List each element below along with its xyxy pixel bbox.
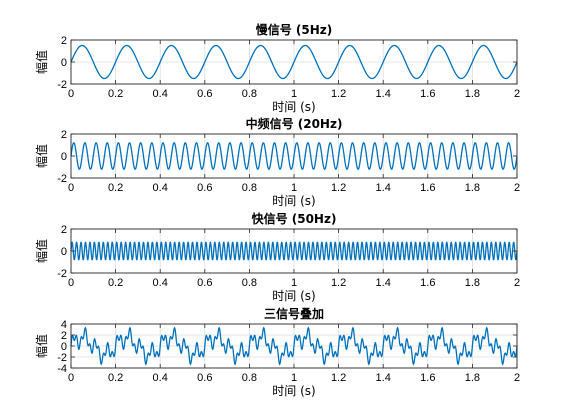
x-tick-label: 1.6: [420, 372, 435, 384]
x-tick-label: 1.6: [420, 277, 435, 289]
y-axis-label: 幅值: [34, 144, 49, 168]
x-tick-label: 0: [68, 88, 74, 100]
x-tick-label: 1.4: [376, 88, 391, 100]
x-tick-label: 1.2: [331, 182, 346, 194]
y-tick-label: -2: [57, 268, 67, 280]
x-tick-label: 1: [291, 88, 297, 100]
y-tick-label: 0: [61, 57, 67, 69]
x-axis-label: 时间 (s): [272, 384, 315, 398]
signal-line: [70, 44, 518, 80]
y-tick-label: -2: [57, 79, 67, 91]
x-tick-label: 1.4: [376, 372, 391, 384]
x-tick-label: 2: [514, 277, 520, 289]
x-tick-label: 1.4: [376, 277, 391, 289]
y-tick-label: 4: [61, 319, 67, 331]
x-tick-label: 1.6: [420, 182, 435, 194]
y-axis-label: 幅值: [34, 334, 49, 358]
x-tick-label: 0: [68, 182, 74, 194]
x-tick-label: 0.4: [153, 372, 168, 384]
x-tick-label: 0: [68, 372, 74, 384]
x-tick-label: 0.2: [108, 277, 123, 289]
x-tick-label: 0.4: [153, 277, 168, 289]
x-tick-label: 1: [291, 277, 297, 289]
x-tick-label: 0.4: [153, 88, 168, 100]
y-tick-label: 2: [61, 224, 67, 236]
y-tick-label: 0: [61, 341, 67, 353]
x-tick-label: 1.2: [331, 88, 346, 100]
x-tick-label: 0.6: [197, 277, 212, 289]
y-tick-label: 0: [61, 151, 67, 163]
x-tick-label: 0.6: [197, 182, 212, 194]
x-tick-label: 0.6: [197, 88, 212, 100]
x-axis-label: 时间 (s): [272, 194, 315, 208]
x-tick-label: 0.6: [197, 372, 212, 384]
x-tick-label: 1.8: [465, 277, 480, 289]
subplot-title: 三信号叠加: [264, 306, 324, 321]
y-tick-label: -4: [57, 363, 67, 375]
y-axis-label: 幅值: [34, 239, 49, 263]
x-tick-label: 1: [291, 182, 297, 194]
y-tick-label: 2: [61, 330, 67, 342]
subplot-4: 0 0.2 0.4 0.6 0.8 1 1.2 1.4 1.6 1.8 2420-2-4三信号叠加时…: [34, 306, 520, 398]
x-tick-label: 0.8: [242, 277, 257, 289]
x-tick-label: 0.4: [153, 182, 168, 194]
subplot-title: 慢信号 (5Hz): [256, 22, 333, 37]
x-tick-label: 1.8: [465, 88, 480, 100]
x-tick-label: 1.4: [376, 182, 391, 194]
x-tick-label: 1.2: [331, 372, 346, 384]
y-tick-label: 0: [61, 246, 67, 258]
subplot-title: 快信号 (50Hz): [252, 211, 337, 226]
x-axis-label: 时间 (s): [272, 100, 315, 114]
signal-line: [70, 326, 518, 366]
x-tick-label: 1.8: [465, 372, 480, 384]
y-tick-label: 2: [61, 35, 67, 47]
x-tick-label: 0.8: [242, 88, 257, 100]
x-tick-label: 1.2: [331, 277, 346, 289]
x-axis-label: 时间 (s): [272, 289, 315, 303]
x-tick-label: 0.2: [108, 88, 123, 100]
y-axis-label: 幅值: [34, 50, 49, 74]
y-tick-label: -2: [57, 173, 67, 185]
x-tick-label: 2: [514, 372, 520, 384]
signal-line: [70, 241, 518, 261]
x-tick-label: 1.6: [420, 88, 435, 100]
y-tick-label: -2: [57, 352, 67, 364]
x-tick-label: 0.2: [108, 182, 123, 194]
x-tick-label: 0.8: [242, 372, 257, 384]
signal-line: [70, 142, 518, 170]
x-tick-label: 0.8: [242, 182, 257, 194]
x-tick-label: 2: [514, 182, 520, 194]
y-tick-label: 2: [61, 129, 67, 141]
x-tick-label: 1: [291, 372, 297, 384]
x-tick-label: 0.2: [108, 372, 123, 384]
subplot-title: 中频信号 (20Hz): [246, 116, 343, 131]
x-tick-label: 2: [514, 88, 520, 100]
x-tick-label: 1.8: [465, 182, 480, 194]
x-tick-label: 0: [68, 277, 74, 289]
